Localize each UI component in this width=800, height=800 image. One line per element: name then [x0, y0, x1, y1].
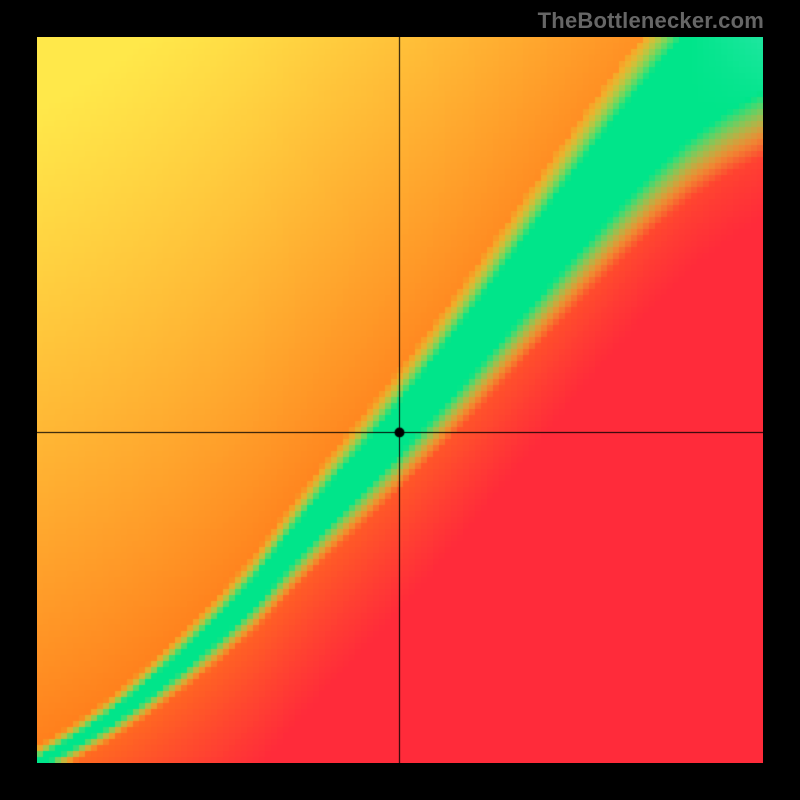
watermark-text: TheBottlenecker.com [538, 8, 764, 34]
figure-frame: TheBottlenecker.com [0, 0, 800, 800]
crosshair-overlay [37, 37, 763, 763]
